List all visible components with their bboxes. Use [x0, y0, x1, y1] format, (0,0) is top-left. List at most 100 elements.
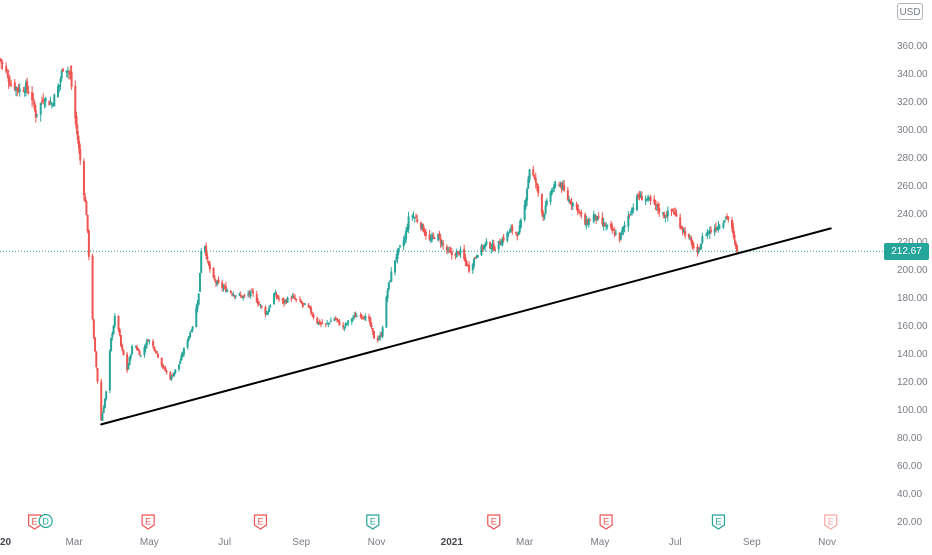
candle-body — [389, 280, 392, 282]
candle-body — [450, 251, 453, 256]
candle-body — [533, 177, 536, 179]
candle — [510, 224, 513, 233]
candle — [379, 331, 382, 341]
candle — [710, 226, 713, 234]
candle-body — [592, 214, 595, 222]
candle-body — [706, 231, 709, 237]
candle-body — [222, 287, 225, 289]
candle-body — [612, 229, 615, 231]
candle — [519, 217, 522, 229]
dividend-marker[interactable]: D — [38, 513, 53, 529]
candle-body — [403, 237, 406, 242]
candle-body — [303, 303, 306, 305]
earnings-icon[interactable] — [141, 514, 155, 530]
dividend-icon[interactable] — [38, 513, 53, 529]
candle — [212, 266, 215, 279]
candle — [260, 305, 263, 309]
candle — [165, 369, 168, 375]
candle — [627, 211, 630, 232]
candle-body — [423, 230, 426, 234]
event-label: E — [32, 517, 38, 527]
earnings-icon[interactable] — [253, 514, 268, 530]
candle — [32, 93, 35, 105]
candle-body — [468, 265, 471, 272]
candle-body — [540, 194, 543, 214]
candle-body — [79, 149, 82, 161]
candle-body — [273, 293, 276, 305]
earnings-marker[interactable]: E — [711, 514, 726, 530]
y-tick-label: 160.00 — [897, 321, 928, 332]
candle-body — [575, 204, 578, 206]
candle — [595, 215, 598, 224]
earnings-marker[interactable]: E — [599, 514, 613, 530]
trend-layer[interactable] — [100, 227, 832, 426]
earnings-icon[interactable] — [711, 514, 726, 530]
candle — [605, 222, 608, 231]
candle-body — [75, 115, 78, 129]
candle — [637, 192, 640, 200]
candle — [661, 212, 664, 216]
candle-body — [619, 232, 622, 240]
earnings-icon[interactable] — [487, 514, 501, 530]
candle-body — [502, 237, 505, 241]
candle — [74, 80, 77, 125]
candle — [442, 240, 445, 250]
currency-badge[interactable]: USD — [897, 3, 923, 20]
candle — [145, 338, 148, 349]
candle-body — [484, 243, 487, 248]
candle — [231, 292, 234, 297]
earnings-icon[interactable] — [366, 514, 380, 530]
candle — [363, 315, 366, 320]
earnings-marker[interactable]: E — [366, 514, 380, 530]
earnings-icon[interactable] — [599, 514, 613, 530]
candle — [295, 298, 298, 303]
candle-body — [360, 314, 363, 317]
candle-body — [603, 224, 606, 227]
candle-body — [553, 184, 556, 189]
candle — [682, 227, 685, 234]
candle-body — [111, 333, 114, 338]
candle-body — [537, 186, 540, 194]
candle — [731, 216, 734, 232]
trendline[interactable] — [100, 227, 832, 426]
earnings-marker[interactable]: E — [141, 514, 155, 530]
x-tick-label: 2021 — [441, 537, 464, 548]
x-tick-label: Jul — [669, 537, 682, 548]
candle — [302, 302, 305, 308]
candle-body — [718, 226, 721, 228]
candle — [85, 199, 88, 216]
candle — [526, 187, 529, 206]
candle — [722, 220, 725, 229]
candle-body — [139, 355, 142, 357]
candle-body — [524, 199, 527, 207]
candle — [189, 330, 192, 339]
y-axis[interactable]: 20.00 40.00 60.00 80.00 100.00 120.00 140.00 16… — [897, 41, 928, 528]
candle-body — [732, 226, 735, 234]
candle — [224, 281, 227, 293]
candle — [312, 312, 315, 320]
y-tick-label: 240.00 — [897, 209, 928, 220]
candle-body — [627, 215, 630, 227]
candle-body — [74, 85, 77, 119]
earnings-icon[interactable] — [27, 514, 42, 530]
candle — [491, 239, 494, 251]
candle — [137, 347, 140, 352]
candle-body — [563, 184, 566, 191]
earnings-marker[interactable]: E — [253, 514, 268, 530]
candle — [610, 220, 613, 230]
candle-body — [506, 232, 509, 241]
earnings-marker[interactable]: E — [824, 514, 838, 530]
x-axis[interactable]: 2020 Mar May Jul Sep Nov 2021 Mar May Jul Sep Nov — [0, 537, 836, 548]
earnings-icon[interactable] — [824, 514, 838, 530]
candle — [606, 224, 609, 230]
x-tick-label: Mar — [65, 537, 83, 548]
earnings-marker[interactable]: E — [27, 514, 42, 530]
candle-body — [716, 227, 719, 231]
earnings-marker[interactable]: E — [487, 514, 501, 530]
candle — [273, 292, 276, 305]
candle-body — [329, 320, 332, 323]
candle — [277, 295, 280, 303]
